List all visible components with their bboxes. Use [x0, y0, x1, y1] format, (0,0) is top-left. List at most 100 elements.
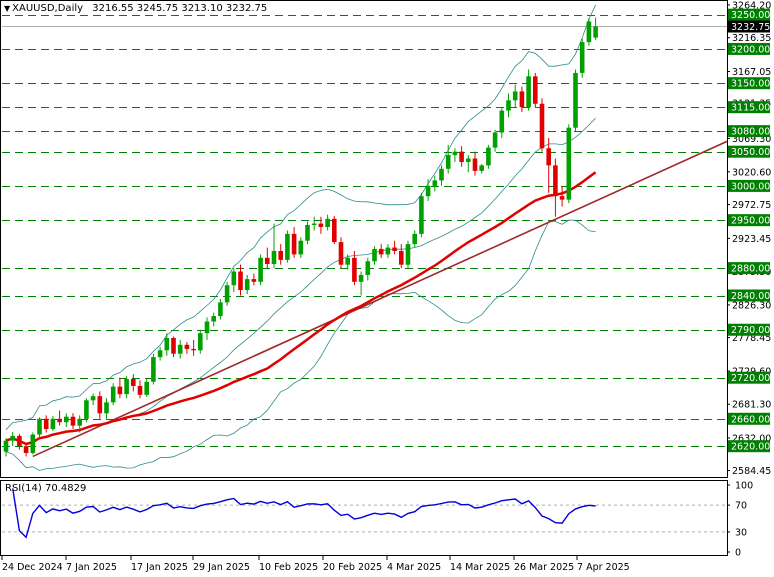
candle-body: [198, 333, 203, 351]
candle-body: [218, 302, 223, 317]
candle: [278, 244, 283, 265]
candle-body: [251, 279, 257, 282]
candle: [459, 146, 464, 167]
level-tag-bg: [728, 101, 770, 114]
horizontal-levels: [2, 15, 727, 447]
candle-body: [579, 42, 585, 73]
collapse-triangle-icon[interactable]: ▼: [4, 4, 11, 13]
candle: [271, 223, 277, 269]
level-tag-bg: [728, 371, 770, 384]
candle-body: [278, 250, 283, 260]
candle: [526, 69, 531, 111]
candle-body: [345, 257, 350, 265]
candle: [110, 383, 116, 406]
candle: [171, 336, 176, 358]
candle-body: [419, 196, 424, 234]
candle: [399, 244, 404, 269]
candle: [30, 432, 36, 455]
panel-frames: [0, 0, 728, 556]
candle: [311, 216, 317, 231]
candle: [378, 244, 384, 258]
price-tick-label: 3069.30: [732, 134, 771, 145]
bollinger-upper: [5, 4, 596, 430]
candle-body: [325, 218, 330, 228]
candle: [452, 148, 458, 162]
trendline[interactable]: [32, 140, 728, 458]
candle: [131, 374, 136, 392]
candle: [37, 417, 42, 438]
candle: [265, 247, 270, 269]
candle-body: [573, 72, 578, 128]
candle: [43, 415, 49, 433]
level-tag-label: 3000.00: [731, 181, 770, 192]
price-tick-label: 2826.30: [732, 300, 771, 311]
candle: [305, 221, 310, 245]
candle: [352, 250, 357, 286]
rsi-title: RSI(14) 70.4829: [5, 483, 87, 494]
candle: [90, 393, 96, 406]
level-tag-label: 2660.00: [731, 414, 770, 425]
candle: [70, 413, 76, 430]
level-tag-bg: [728, 77, 770, 90]
candle-body: [124, 379, 129, 395]
candle-body: [64, 416, 69, 423]
candle: [231, 268, 237, 293]
candle-body: [365, 261, 371, 275]
time-tick-label: 17 Jan 2025: [131, 562, 188, 573]
candle-body: [244, 279, 250, 291]
candle-body: [57, 418, 62, 423]
level-tag-label: 2620.00: [731, 442, 770, 453]
candle: [238, 264, 243, 296]
candle: [23, 442, 29, 457]
candle: [332, 216, 337, 245]
level-tag-label: 2950.00: [731, 216, 770, 227]
level-tag-bg: [728, 262, 770, 275]
candle: [573, 69, 578, 132]
candle: [211, 312, 216, 327]
candle: [258, 254, 263, 286]
candle: [224, 281, 230, 306]
candle: [432, 175, 438, 192]
candle-body: [10, 435, 15, 441]
candle-body: [238, 271, 243, 291]
time-tick-label: 7 Jan 2025: [66, 562, 117, 573]
candle: [184, 342, 190, 354]
candle-body: [305, 224, 310, 241]
candle-body: [30, 434, 36, 454]
time-tick-label: 7 Apr 2025: [577, 562, 630, 573]
candle-body: [392, 247, 397, 251]
candle-body: [131, 379, 136, 386]
time-tick-label: 4 Mar 2025: [387, 562, 441, 573]
candle: [97, 391, 103, 419]
candle-body: [566, 127, 572, 200]
candle-body: [318, 223, 324, 228]
candle-body: [77, 418, 82, 426]
price-tick-label: 3020.60: [732, 167, 771, 178]
candle-body: [231, 271, 237, 286]
candle-body: [204, 321, 210, 334]
candle-body: [432, 180, 438, 186]
candle-body: [452, 151, 458, 156]
candle-body: [586, 21, 592, 43]
candle-body: [3, 440, 9, 452]
price-tick-label: 2681.30: [732, 400, 771, 411]
moving-average-path: [5, 171, 597, 446]
candle-body: [425, 185, 431, 197]
candle: [546, 137, 551, 193]
candle-body: [459, 151, 464, 162]
candle-body: [539, 103, 545, 149]
candle: [492, 129, 498, 152]
level-tag-label: 3250.00: [731, 10, 770, 21]
candle: [593, 17, 598, 40]
candle: [338, 237, 344, 269]
candle: [10, 431, 15, 447]
candle-body: [90, 396, 96, 401]
candle: [519, 86, 525, 112]
candle: [3, 437, 9, 457]
candle-body: [104, 402, 109, 414]
candle: [566, 124, 572, 204]
candle: [385, 244, 391, 258]
ohlc-open: 3216.55: [92, 3, 134, 14]
candle-body: [352, 257, 357, 282]
